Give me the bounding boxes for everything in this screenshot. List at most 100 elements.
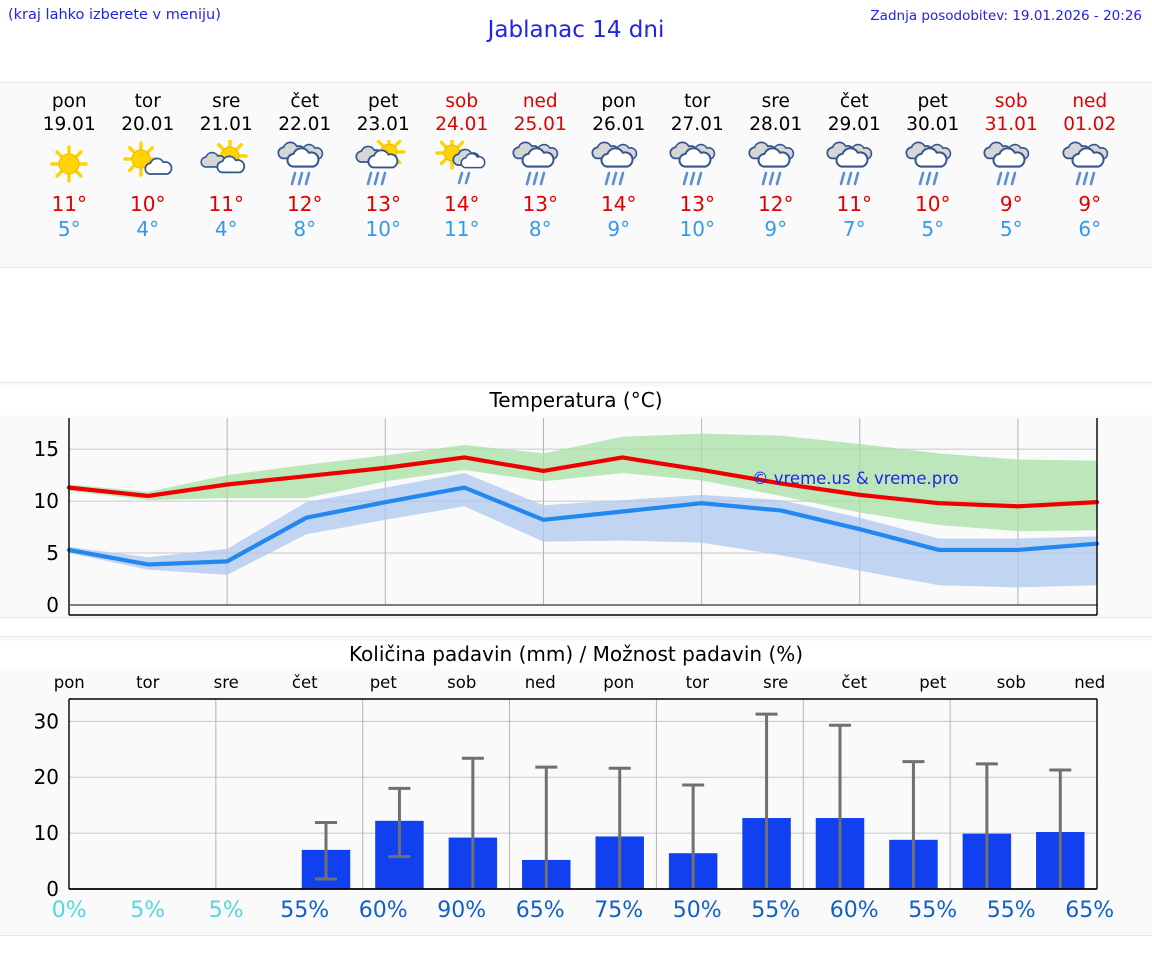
- min-temperature-value: 5°: [999, 217, 1023, 241]
- precipitation-day-label: tor: [685, 673, 709, 692]
- precipitation-day-label: sob: [447, 673, 477, 692]
- sun-icon: [33, 138, 105, 190]
- min-temperature-value: 8°: [293, 217, 317, 241]
- min-temperature-value: 7°: [842, 217, 866, 241]
- day-of-week-label: čet: [839, 91, 869, 112]
- forecast-day-column: tor 27.01 13° 10°: [658, 83, 737, 269]
- day-of-week-label: pon: [51, 91, 87, 112]
- cloud-rain-icon: [975, 138, 1047, 190]
- cloud-rain-icon: [818, 138, 890, 190]
- precipitation-probability-value: 0%: [51, 898, 87, 923]
- max-temperature-value: 12°: [758, 192, 794, 216]
- max-temperature-value: 10°: [130, 192, 166, 216]
- svg-text:15: 15: [34, 437, 59, 461]
- max-temperature-value: 11°: [208, 192, 244, 216]
- forecast-day-column: pon 19.01 11° 5°: [30, 83, 109, 269]
- precipitation-day-label: sob: [996, 673, 1026, 692]
- temperature-chart: 0 5 10 15: [34, 418, 1100, 617]
- precipitation-probability-value: 50%: [672, 898, 722, 923]
- day-of-week-label: pon: [601, 91, 637, 112]
- day-date-label: 31.01: [984, 114, 1038, 135]
- min-temperature-value: 4°: [214, 217, 238, 241]
- day-of-week-label: sob: [994, 91, 1028, 112]
- max-temperature-value: 13°: [365, 192, 401, 216]
- day-date-label: 27.01: [670, 114, 724, 135]
- forecast-day-column: sob 24.01 14° 11°: [423, 83, 502, 269]
- day-of-week-label: sob: [445, 91, 479, 112]
- day-of-week-label: sre: [212, 91, 241, 112]
- svg-text:10: 10: [34, 489, 59, 513]
- day-date-label: 23.01: [356, 114, 410, 135]
- day-date-label: 19.01: [42, 114, 96, 135]
- min-temperature-value: 11°: [444, 217, 480, 241]
- forecast-day-column: čet 29.01 11° 7°: [815, 83, 894, 269]
- precipitation-day-label: sre: [763, 673, 789, 692]
- min-temperature-value: 9°: [607, 217, 631, 241]
- min-temperature-value: 5°: [57, 217, 81, 241]
- forecast-day-column: ned 25.01 13° 8°: [501, 83, 580, 269]
- min-temperature-value: 6°: [1078, 217, 1102, 241]
- max-temperature-value: 14°: [444, 192, 480, 216]
- precipitation-probability-value: 65%: [515, 898, 565, 923]
- precipitation-chart-title: Količina padavin (mm) / Možnost padavin …: [0, 641, 1152, 669]
- max-temperature-value: 14°: [601, 192, 637, 216]
- precipitation-day-labels: pon tor sre čet pet sob ned pon tor sre čet pet sob n…: [0, 673, 1152, 697]
- precipitation-day-label: čet: [841, 673, 868, 692]
- min-temperature-value: 9°: [764, 217, 788, 241]
- day-date-label: 21.01: [199, 114, 253, 135]
- precipitation-probability-value: 5%: [130, 898, 166, 923]
- max-temperature-value: 9°: [999, 192, 1023, 216]
- day-date-label: 30.01: [906, 114, 960, 135]
- max-temperature-value: 9°: [1078, 192, 1102, 216]
- precipitation-probability-value: 60%: [829, 898, 879, 923]
- max-temperature-value: 12°: [287, 192, 323, 216]
- forecast-day-column: sre 28.01 12° 9°: [737, 83, 816, 269]
- day-of-week-label: ned: [522, 91, 558, 112]
- day-of-week-label: pet: [368, 91, 399, 112]
- forecast-day-column: tor 20.01 10° 4°: [109, 83, 188, 269]
- precipitation-day-label: tor: [136, 673, 160, 692]
- max-temperature-value: 11°: [836, 192, 872, 216]
- daily-forecast-strip: pon 19.01 11° 5° tor 20.01 10° 4° sre 21.01 11° 4° č…: [0, 82, 1152, 268]
- menu-hint-text: (kraj lahko izberete v meniju): [8, 7, 221, 23]
- forecast-day-column: pon 26.01 14° 9°: [580, 83, 659, 269]
- day-of-week-label: sre: [761, 91, 790, 112]
- precipitation-probability-value: 55%: [908, 898, 958, 923]
- temperature-chart-title: Temperatura (°C): [0, 387, 1152, 415]
- day-date-label: 24.01: [435, 114, 489, 135]
- cloud-rain-icon: [740, 138, 812, 190]
- precipitation-chart: 0 10 20 30: [34, 698, 1098, 901]
- sun-cloud-lightrain-icon: [426, 138, 498, 190]
- precipitation-probability-value: 55%: [751, 898, 801, 923]
- day-of-week-label: pet: [917, 91, 948, 112]
- forecast-day-column: pet 23.01 13° 10°: [344, 83, 423, 269]
- precipitation-day-label: pet: [369, 673, 397, 692]
- precipitation-probability-value: 90%: [437, 898, 487, 923]
- min-temperature-value: 4°: [136, 217, 160, 241]
- forecast-day-list: pon 19.01 11° 5° tor 20.01 10° 4° sre 21.01 11° 4° č…: [0, 83, 1152, 269]
- precipitation-probability-value: 75%: [594, 898, 644, 923]
- temperature-chart-block: Temperatura (°C) 0 5 10 15 © vreme.us & vre…: [0, 382, 1152, 618]
- max-temperature-value: 13°: [522, 192, 558, 216]
- day-date-label: 29.01: [827, 114, 881, 135]
- svg-text:10: 10: [34, 821, 59, 845]
- precipitation-probability-value: 60%: [358, 898, 408, 923]
- precipitation-probability-value: 5%: [208, 898, 244, 923]
- day-date-label: 20.01: [121, 114, 175, 135]
- svg-text:0: 0: [46, 877, 59, 901]
- day-of-week-label: ned: [1072, 91, 1108, 112]
- precipitation-day-label: pon: [53, 673, 85, 692]
- cloud-rain-icon: [897, 138, 969, 190]
- day-date-label: 22.01: [278, 114, 332, 135]
- sun-cloud-rain-icon: [347, 138, 419, 190]
- min-temperature-value: 5°: [921, 217, 945, 241]
- page-header: (kraj lahko izberete v meniju) Jablanac …: [0, 0, 1152, 82]
- day-date-label: 25.01: [513, 114, 567, 135]
- last-updated-text: Zadnja posodobitev: 19.01.2026 - 20:26: [870, 8, 1142, 24]
- svg-text:30: 30: [34, 709, 59, 733]
- max-temperature-value: 13°: [679, 192, 715, 216]
- svg-text:5: 5: [46, 541, 59, 565]
- sun-small-cloud-icon: [112, 138, 184, 190]
- svg-text:0: 0: [46, 593, 59, 617]
